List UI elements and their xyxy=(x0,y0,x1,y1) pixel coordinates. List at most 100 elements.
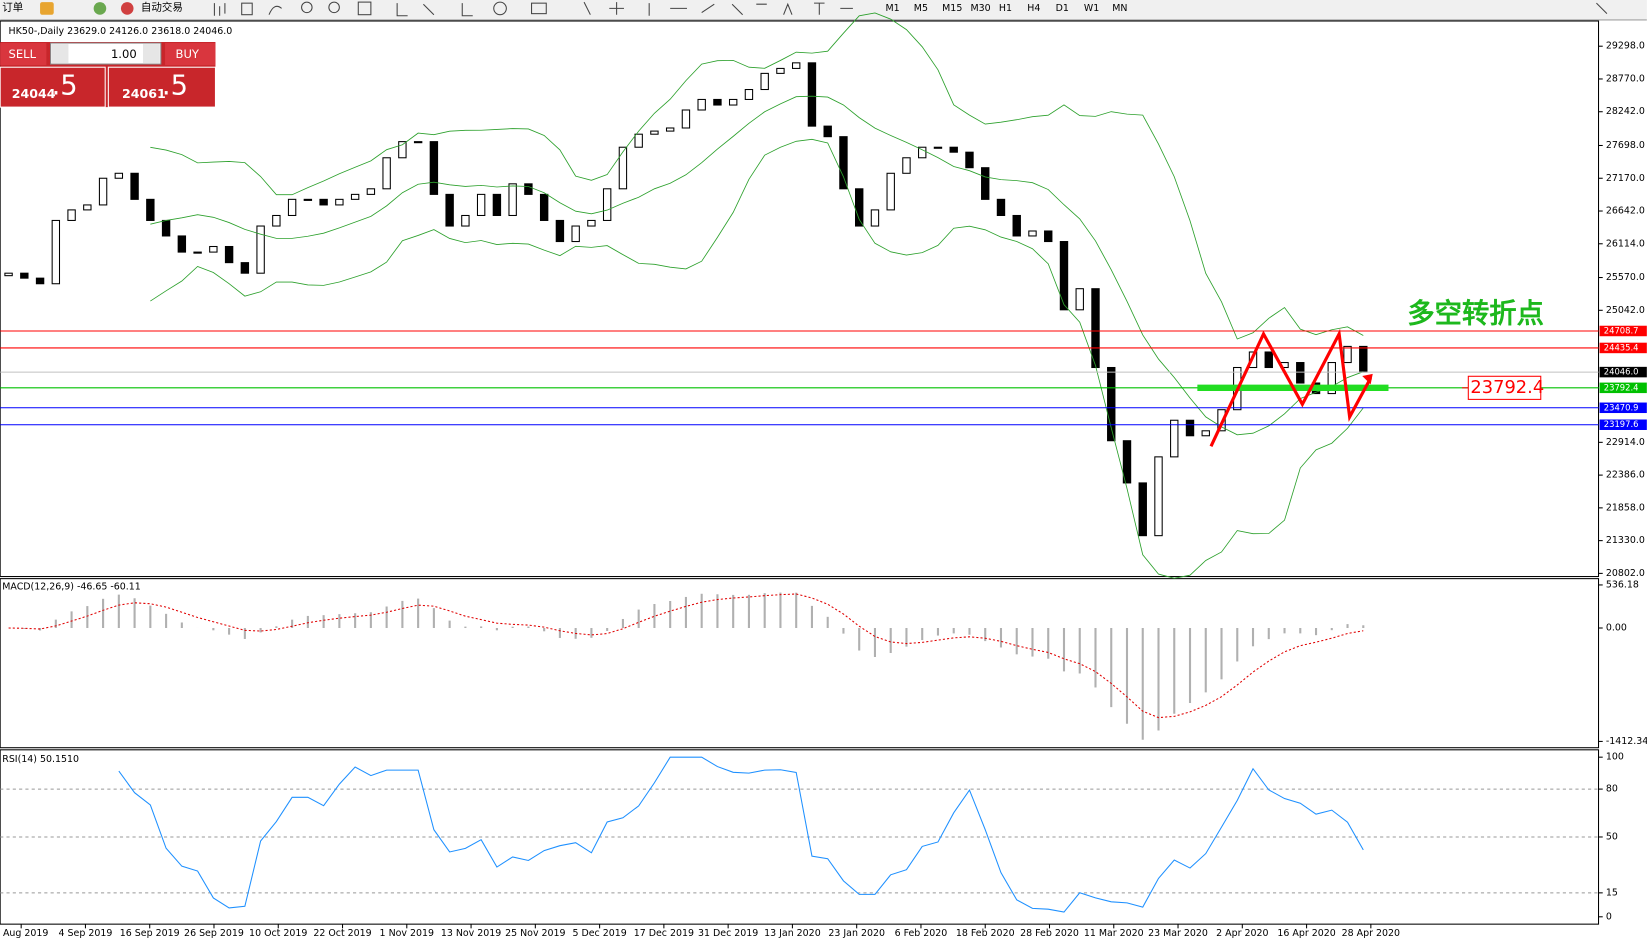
order-button[interactable]: 订单 xyxy=(2,1,23,13)
candle xyxy=(949,146,958,153)
level-tag xyxy=(1599,402,1647,414)
level-tag xyxy=(1599,382,1647,394)
icon[interactable] xyxy=(93,2,107,15)
y-tick-label: 26642.0 xyxy=(1606,206,1645,217)
buy-pips: .5 xyxy=(162,71,188,102)
date-label: 13 Jan 2020 xyxy=(764,928,821,939)
macd-label: MACD(12,26,9) -46.65 -60.11 xyxy=(2,582,141,593)
candle xyxy=(1343,345,1352,364)
rsi-line xyxy=(118,756,1364,913)
sell-price: 24044 xyxy=(12,86,56,101)
candle xyxy=(256,225,265,274)
candle xyxy=(67,209,76,221)
candle xyxy=(476,193,486,217)
level-label: 23792.4 xyxy=(1604,382,1639,392)
candle xyxy=(855,188,864,227)
timeframe-button[interactable]: M1 xyxy=(885,3,899,14)
sell-price-box[interactable] xyxy=(0,66,106,108)
candle xyxy=(776,67,785,74)
candle xyxy=(1359,345,1368,373)
timeframe-button[interactable]: H4 xyxy=(1027,3,1040,14)
candle xyxy=(130,172,139,200)
candle xyxy=(1170,419,1179,458)
candle xyxy=(1028,230,1037,237)
lot-value[interactable]: 1.00 xyxy=(111,47,137,61)
candle xyxy=(744,88,754,100)
y-tick-label: 22914.0 xyxy=(1606,437,1645,448)
candle xyxy=(539,193,549,221)
level-label: 24046.0 xyxy=(1604,367,1639,377)
level-tag xyxy=(1599,325,1647,337)
date-label: 26 Sep 2019 xyxy=(184,928,244,939)
macd-panel xyxy=(0,578,1600,749)
level-tag xyxy=(1599,342,1647,354)
y-tick-label: 22386.0 xyxy=(1606,470,1645,481)
candle xyxy=(571,225,580,243)
lot-down[interactable] xyxy=(51,44,69,64)
y-tick-label: 50 xyxy=(1606,831,1618,842)
candle xyxy=(728,98,738,106)
candle xyxy=(1296,362,1305,384)
candle xyxy=(209,245,218,253)
candle xyxy=(1059,241,1069,311)
candle xyxy=(665,127,675,132)
bollinger-band xyxy=(150,138,1364,579)
candle xyxy=(1201,430,1210,437)
lot-input[interactable] xyxy=(50,42,162,65)
y-tick-label: 29298.0 xyxy=(1606,41,1645,52)
tool-icons[interactable] xyxy=(213,1,1608,17)
candle xyxy=(634,133,643,148)
candle xyxy=(1012,214,1021,237)
candle xyxy=(350,193,360,200)
candle xyxy=(413,141,423,144)
candle xyxy=(1185,419,1195,437)
y-tick-label: 15 xyxy=(1606,887,1618,898)
lot-up[interactable] xyxy=(142,44,160,64)
buy-price-box[interactable] xyxy=(107,66,216,108)
candle xyxy=(681,109,691,129)
candle xyxy=(823,125,832,138)
date-label: 31 Dec 2019 xyxy=(698,928,758,939)
candle xyxy=(1075,288,1084,311)
sell-button[interactable] xyxy=(0,43,47,66)
buy-button[interactable] xyxy=(165,43,216,66)
auto-trade-icon[interactable] xyxy=(120,2,134,15)
candle xyxy=(902,157,911,174)
timeframe-button[interactable]: M5 xyxy=(914,3,928,14)
date-label: 11 Mar 2020 xyxy=(1084,928,1144,939)
auto-trade-button[interactable]: 自动交易 xyxy=(141,0,183,13)
candle xyxy=(114,172,124,179)
sell-label[interactable]: SELL xyxy=(9,47,37,61)
candle xyxy=(492,193,502,217)
date-label: 18 Feb 2020 xyxy=(956,928,1015,939)
y-tick-label: 20802.0 xyxy=(1606,568,1645,579)
candle xyxy=(886,172,895,211)
candle xyxy=(35,277,45,285)
timeframe-button[interactable]: MN xyxy=(1112,3,1127,14)
timeframe-button[interactable]: W1 xyxy=(1084,3,1099,14)
candle xyxy=(981,167,990,200)
candle xyxy=(587,219,596,227)
icon[interactable] xyxy=(40,2,54,15)
level-tag xyxy=(1599,419,1647,430)
candle xyxy=(618,146,628,190)
y-tick-label: 25042.0 xyxy=(1606,305,1645,316)
level-label: 23197.6 xyxy=(1604,419,1639,429)
timeframe-button[interactable]: H1 xyxy=(999,3,1012,14)
date-label: 28 Apr 2020 xyxy=(1342,928,1400,939)
date-label: 10 Oct 2019 xyxy=(249,928,307,939)
level-label: 24708.7 xyxy=(1604,325,1639,335)
candle xyxy=(398,141,407,159)
candle xyxy=(161,219,171,237)
y-tick-label: 21858.0 xyxy=(1606,502,1645,513)
timeframe-button[interactable]: M15 xyxy=(942,3,962,14)
buy-label[interactable]: BUY xyxy=(176,47,200,61)
timeframe-button[interactable]: M30 xyxy=(971,3,991,14)
timeframe-button[interactable]: D1 xyxy=(1056,3,1069,14)
candle xyxy=(272,214,281,227)
candle xyxy=(807,62,817,127)
y-tick-label: 80 xyxy=(1606,784,1618,795)
date-label: 16 Sep 2019 xyxy=(120,928,180,939)
